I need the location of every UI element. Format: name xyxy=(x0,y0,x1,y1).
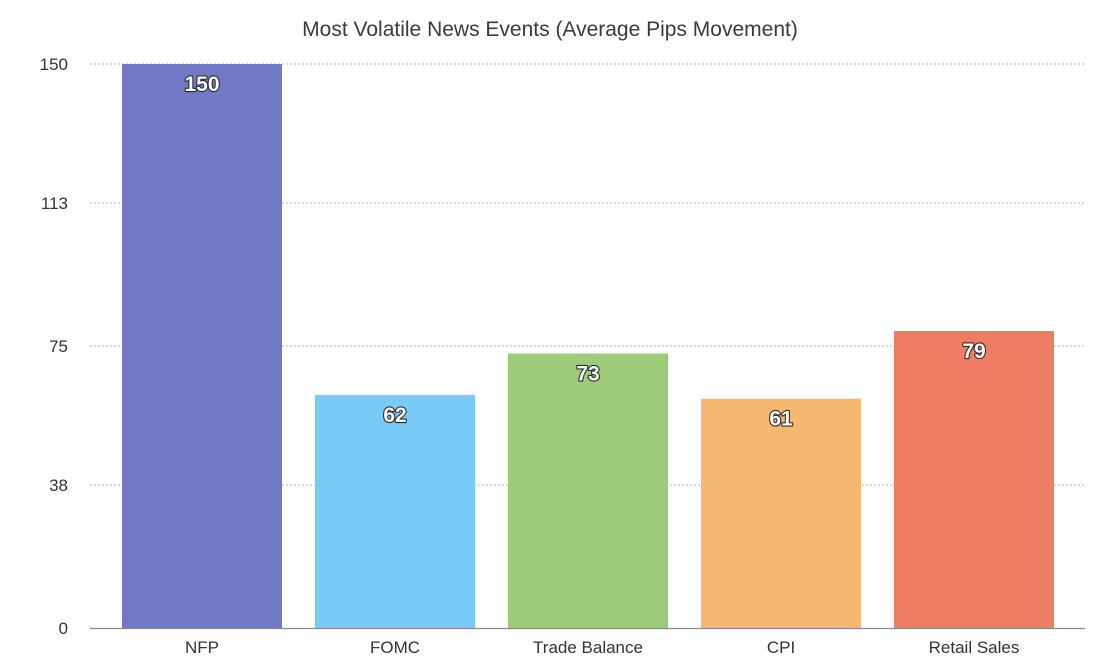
bar-retail-sales[interactable] xyxy=(894,330,1054,628)
y-tick-label: 150 xyxy=(40,55,68,74)
bars xyxy=(122,64,1054,628)
data-label: 79 xyxy=(962,340,985,363)
x-tick-label: Trade Balance xyxy=(533,638,643,657)
y-tick-label: 0 xyxy=(59,619,68,638)
chart-title: Most Volatile News Events (Average Pips … xyxy=(302,18,798,41)
x-tick-label: FOMC xyxy=(370,638,420,657)
labels: 150 62 73 61 79 xyxy=(183,72,986,432)
data-label: 61 xyxy=(769,408,793,431)
x-tick-label: CPI xyxy=(767,638,795,657)
x-tick-label: Retail Sales xyxy=(929,638,1020,657)
data-label: 62 xyxy=(383,404,406,427)
data-label: 73 xyxy=(576,363,599,386)
axes: 0 38 75 113 150 NFP FOMC Trade Balance CPI Retail… xyxy=(40,55,1085,657)
bar-trade-balance[interactable] xyxy=(508,353,668,628)
data-label: 150 xyxy=(184,73,219,96)
y-tick-label: 113 xyxy=(41,194,68,213)
y-tick-label: 75 xyxy=(49,337,68,356)
x-tick-label: NFP xyxy=(185,638,219,657)
bar-nfp[interactable] xyxy=(122,64,282,628)
bar-fomc[interactable] xyxy=(315,394,475,628)
bar-cpi[interactable] xyxy=(701,398,861,628)
y-tick-label: 38 xyxy=(49,476,68,495)
